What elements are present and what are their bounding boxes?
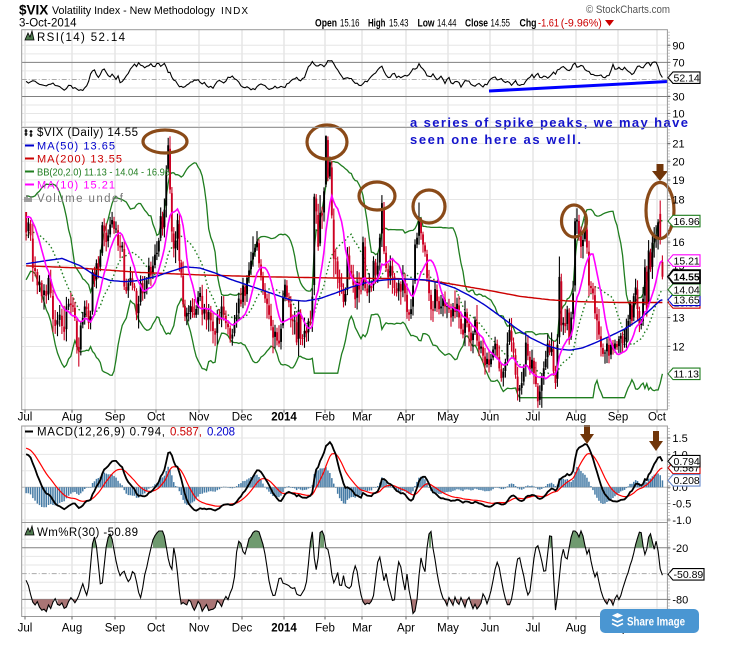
svg-text:18: 18	[672, 195, 684, 207]
svg-text:0.208: 0.208	[207, 427, 235, 439]
svg-text:Mar: Mar	[352, 623, 372, 635]
svg-text:Jul: Jul	[526, 623, 541, 635]
svg-text:Sep: Sep	[105, 623, 125, 635]
svg-text:-80: -80	[672, 594, 688, 606]
svg-text:Apr: Apr	[397, 412, 415, 424]
svg-text:Jul: Jul	[18, 412, 33, 424]
svg-text:Feb: Feb	[315, 412, 335, 424]
svg-text:Oct: Oct	[147, 623, 166, 635]
svg-text:MA(200) 13.55: MA(200) 13.55	[37, 154, 122, 166]
svg-text:10: 10	[672, 109, 684, 121]
svg-text:Feb: Feb	[315, 623, 335, 635]
svg-text:Oct: Oct	[648, 412, 667, 424]
svg-text:52.14: 52.14	[674, 72, 700, 84]
svg-text:May: May	[437, 412, 459, 424]
svg-text:Sep: Sep	[105, 412, 125, 424]
svg-text:Aug: Aug	[566, 412, 586, 424]
svg-text:21: 21	[672, 139, 684, 151]
svg-text:May: May	[437, 623, 459, 635]
svg-text:MACD(12,26,9) 0.794,: MACD(12,26,9) 0.794,	[37, 427, 165, 439]
svg-text:Mar: Mar	[352, 412, 372, 424]
svg-text:0.587,: 0.587,	[170, 427, 202, 439]
svg-text:19: 19	[672, 175, 684, 187]
svg-text:16.96: 16.96	[674, 216, 700, 228]
svg-text:Dec: Dec	[232, 623, 253, 635]
svg-text:2014: 2014	[271, 412, 297, 424]
svg-text:20: 20	[672, 156, 684, 168]
svg-text:Wm%R(30) -50.89: Wm%R(30) -50.89	[37, 527, 138, 539]
svg-text:Jun: Jun	[481, 412, 500, 424]
svg-text:70: 70	[672, 57, 684, 69]
svg-text:30: 30	[672, 92, 684, 104]
svg-text:Apr: Apr	[397, 623, 415, 635]
svg-text:Nov: Nov	[189, 412, 210, 424]
svg-text:a series of spike peaks, we ma: a series of spike peaks, we may have	[410, 115, 688, 130]
svg-text:15.21: 15.21	[674, 255, 700, 267]
svg-text:1.5: 1.5	[672, 433, 687, 445]
svg-text:Jul: Jul	[526, 412, 541, 424]
svg-text:90: 90	[672, 40, 684, 52]
svg-text:Volume undef: Volume undef	[37, 193, 124, 205]
svg-text:seen one here as well.: seen one here as well.	[410, 132, 581, 147]
svg-text:Sep: Sep	[608, 412, 628, 424]
svg-text:Dec: Dec	[232, 412, 253, 424]
svg-text:© StockCharts.com: © StockCharts.com	[586, 4, 670, 16]
svg-text:-0.5: -0.5	[672, 499, 691, 511]
svg-text:12: 12	[672, 342, 684, 354]
svg-text:14.04: 14.04	[674, 284, 700, 296]
svg-text:INDX: INDX	[221, 6, 248, 17]
svg-text:14.44: 14.44	[437, 18, 457, 30]
svg-text:Jul: Jul	[18, 623, 33, 635]
svg-text:-1.0: -1.0	[672, 515, 691, 527]
svg-text:13: 13	[672, 313, 684, 325]
svg-text:13.65: 13.65	[674, 295, 700, 307]
svg-text:11.13: 11.13	[674, 369, 700, 381]
svg-text:MA(50) 13.65: MA(50) 13.65	[37, 141, 115, 153]
svg-text:0.208: 0.208	[674, 475, 700, 487]
svg-text:0.794: 0.794	[674, 456, 700, 468]
svg-text:Share Image: Share Image	[627, 615, 685, 629]
svg-text:MA(10) 15.21: MA(10) 15.21	[37, 180, 115, 192]
svg-text:-20: -20	[672, 543, 688, 555]
svg-text:3-Oct-2014: 3-Oct-2014	[19, 18, 77, 30]
svg-text:Open: Open	[315, 18, 337, 30]
svg-text:-50.89: -50.89	[674, 569, 704, 581]
svg-text:Aug: Aug	[566, 623, 586, 635]
svg-text:16: 16	[672, 237, 684, 249]
svg-text:(-9.96%): (-9.96%)	[561, 18, 602, 30]
svg-text:Chg: Chg	[520, 18, 537, 30]
svg-text:Jun: Jun	[481, 623, 500, 635]
svg-text:-1.61: -1.61	[538, 18, 559, 30]
svg-text:Nov: Nov	[189, 623, 210, 635]
svg-text:Aug: Aug	[62, 623, 82, 635]
svg-text:Aug: Aug	[62, 412, 82, 424]
svg-text:2014: 2014	[271, 623, 297, 635]
svg-text:14.55: 14.55	[674, 272, 700, 284]
svg-text:Close: Close	[465, 18, 488, 30]
svg-text:15.16: 15.16	[340, 18, 360, 30]
svg-text:Oct: Oct	[147, 412, 166, 424]
svg-text:BB(20,2.0) 11.13 - 14.04 - 16.: BB(20,2.0) 11.13 - 14.04 - 16.96	[37, 167, 170, 179]
svg-text:RSI(14) 52.14: RSI(14) 52.14	[37, 32, 126, 44]
svg-text:$VIX: $VIX	[19, 3, 48, 18]
svg-text:$VIX (Daily) 14.55: $VIX (Daily) 14.55	[37, 127, 138, 139]
svg-text:Volatility Index - New Methodo: Volatility Index - New Methodology	[52, 5, 215, 17]
svg-text:14.55: 14.55	[491, 18, 511, 30]
svg-text:15.43: 15.43	[389, 18, 409, 30]
svg-text:High: High	[368, 18, 386, 30]
svg-text:Low: Low	[418, 18, 435, 30]
